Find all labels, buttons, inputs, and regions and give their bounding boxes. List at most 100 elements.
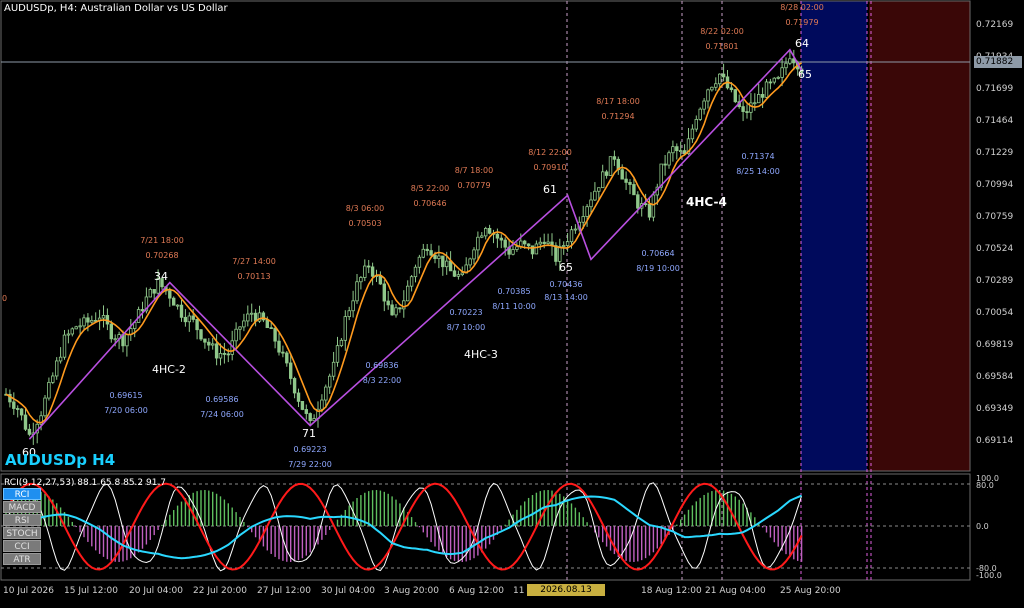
candle-body [757,94,761,104]
time-tick: 11 [513,586,524,596]
candle-body [292,378,297,394]
price-tick: 0.71699 [976,84,1013,94]
swing-low-price: 0.70223 [449,308,482,317]
candle-body [390,304,394,316]
candle-body [183,316,188,323]
swing-high-price: 0.70503 [348,219,381,228]
candle-body [347,310,351,318]
indicator-axis: 100.0 80.0 0.0 -80.0 -100.0 [976,474,1002,580]
candle-body [788,58,792,64]
candle-body [694,119,698,130]
macd-button[interactable]: MACD [3,501,41,513]
candle-body [47,381,51,399]
candle-body [624,178,628,183]
candle-body [148,289,152,298]
swing-low-date: 7/29 22:00 [288,460,332,469]
indicator-tick: 80.0 [976,481,994,490]
candle-body [39,415,43,425]
wave-number: 65 [798,68,812,81]
candle-body [273,327,277,342]
candle-body [382,283,386,302]
candle-body [448,260,453,272]
candle-body [277,340,281,353]
candle-body [249,312,254,315]
rsi-button[interactable]: RSI [3,514,41,526]
candle-body [15,408,20,410]
time-tick: 10 Jul 2026 [3,586,54,596]
candle-body [218,353,223,359]
atr-button[interactable]: ATR [3,553,41,565]
candle-body [729,87,734,91]
time-tick: 25 Aug 20:00 [780,586,841,596]
time-cursor-badge: 2026.08.13 08:00 [527,584,605,607]
candle-body [238,326,242,330]
candle-body [569,229,574,243]
candle-body [745,111,749,113]
candle-body [234,328,238,342]
wave-labels: 4HC-2 4HC-3 4HC-4 [152,195,727,376]
candle-body [246,313,250,322]
candle-body [425,248,429,251]
time-tick: 30 Jul 04:00 [321,586,375,596]
rci-button[interactable]: RCI [3,488,41,500]
candle-body [265,319,269,329]
candle-body [663,163,667,166]
candle-body [523,240,527,245]
candle-body [355,281,359,302]
candle-body [632,184,636,196]
candle-body [468,258,472,266]
candle-body [285,352,289,364]
wave-numbers: 60 34 71 61 65 64 65 [22,37,812,459]
candle-body [714,83,718,88]
candle-body [429,250,433,256]
stoch-button[interactable]: STOCH [3,527,41,539]
candle-body [335,345,340,363]
candle-body [593,190,597,201]
swing-high-price: 0.71801 [705,42,738,51]
candle-body [437,255,441,259]
candle-body [109,323,113,340]
candle-body [363,265,367,278]
candle-body [667,152,671,166]
candle-body [768,81,773,84]
left-axis-mark: 0 [2,294,7,303]
swing-low-date: 8/13 14:00 [544,293,588,302]
candle-body [23,414,28,430]
candle-body [12,401,16,409]
candle-body [690,128,695,140]
candle-body [409,276,414,287]
price-tick: 0.71229 [976,148,1013,158]
candle-body [495,233,500,239]
candle-body [125,334,129,347]
time-tick: 20 Jul 04:00 [129,586,183,596]
candle-body [152,289,156,294]
candle-body [476,236,480,251]
cci-button[interactable]: CCI [3,540,41,552]
candle-body [698,108,702,120]
swing-high-date: 8/12 22:00 [528,148,572,157]
swing-high-date: 8/17 18:00 [596,97,640,106]
price-tick: 0.69819 [976,340,1013,350]
candle-body [74,326,78,330]
candle-body [733,89,737,103]
candle-body [601,171,605,189]
candle-body [441,255,445,268]
swing-high-date: 8/5 22:00 [411,184,449,193]
candle-body [760,94,765,98]
swing-high-date: 8/3 06:00 [346,204,384,213]
candle-body [199,329,203,340]
swing-low-price: 0.70664 [641,249,674,258]
candle-body [597,187,601,192]
swing-high-price: 0.70910 [533,163,566,172]
candle-body [308,413,312,422]
time-tick: 21 Aug 04:00 [705,586,766,596]
time-tick: 6 Aug 12:00 [449,586,504,596]
candle-body [51,375,55,383]
price-tick: 0.70054 [976,308,1013,318]
candle-body [191,315,195,320]
candle-body [82,317,86,327]
swing-high-date: 8/22 02:00 [700,27,744,36]
swing-low-date: 8/11 10:00 [492,302,536,311]
moving-average-line [5,62,803,424]
